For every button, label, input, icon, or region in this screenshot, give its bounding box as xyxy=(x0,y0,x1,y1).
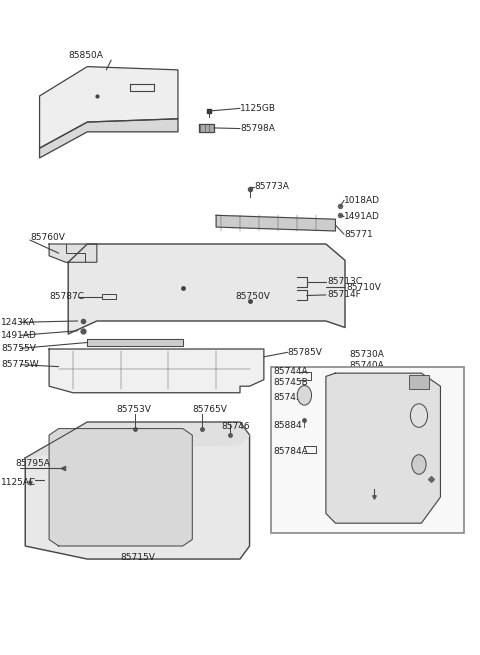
Polygon shape xyxy=(49,244,97,262)
Text: 1491AD: 1491AD xyxy=(344,212,380,221)
Text: 85787C: 85787C xyxy=(49,292,84,301)
Text: 85715V: 85715V xyxy=(120,553,156,561)
Polygon shape xyxy=(68,244,345,334)
Text: 85760V: 85760V xyxy=(30,233,65,242)
Polygon shape xyxy=(216,215,336,231)
Text: 85743A: 85743A xyxy=(274,393,308,402)
Text: 85784A: 85784A xyxy=(274,447,308,456)
Text: 85884: 85884 xyxy=(274,421,302,430)
Text: 1125AC: 1125AC xyxy=(1,478,36,487)
Polygon shape xyxy=(49,349,264,393)
Text: 85839: 85839 xyxy=(348,507,376,516)
Bar xyxy=(409,375,429,390)
Text: 85775W: 85775W xyxy=(1,360,39,369)
Text: 85798A: 85798A xyxy=(240,124,275,133)
Polygon shape xyxy=(25,422,250,458)
Text: 95120A: 95120A xyxy=(402,474,437,483)
Text: 85755V: 85755V xyxy=(1,344,36,353)
Circle shape xyxy=(412,455,426,474)
Polygon shape xyxy=(39,67,178,148)
Text: 85765V: 85765V xyxy=(192,405,227,413)
Text: 85710V: 85710V xyxy=(346,282,381,291)
Text: 1018AD: 1018AD xyxy=(344,196,380,205)
Text: 85746: 85746 xyxy=(221,422,250,431)
Text: 85850A: 85850A xyxy=(68,51,103,60)
Text: 85714F: 85714F xyxy=(327,290,361,299)
Text: 85733A: 85733A xyxy=(402,396,437,405)
Text: 85771: 85771 xyxy=(344,230,373,238)
Polygon shape xyxy=(49,428,192,546)
Text: 85740A: 85740A xyxy=(350,361,384,370)
Text: 85785V: 85785V xyxy=(288,348,323,357)
Text: 1243KA: 1243KA xyxy=(1,318,36,327)
Polygon shape xyxy=(326,373,441,523)
Text: 1125GB: 1125GB xyxy=(240,104,276,113)
Circle shape xyxy=(297,386,312,405)
Polygon shape xyxy=(87,339,183,346)
Polygon shape xyxy=(39,119,178,158)
Text: 85745B: 85745B xyxy=(274,378,308,387)
Bar xyxy=(271,367,464,533)
Text: 85744A: 85744A xyxy=(274,367,308,377)
Polygon shape xyxy=(199,124,214,132)
Text: 85730A: 85730A xyxy=(350,350,384,360)
Text: 85750V: 85750V xyxy=(235,291,270,301)
Text: 1249LB: 1249LB xyxy=(350,495,384,504)
Polygon shape xyxy=(25,422,250,559)
Text: 1491AD: 1491AD xyxy=(1,331,37,340)
Text: 85713C: 85713C xyxy=(327,277,362,286)
Text: 85795A: 85795A xyxy=(16,458,50,468)
Text: 85773A: 85773A xyxy=(254,182,289,191)
Text: 85753V: 85753V xyxy=(116,405,151,413)
